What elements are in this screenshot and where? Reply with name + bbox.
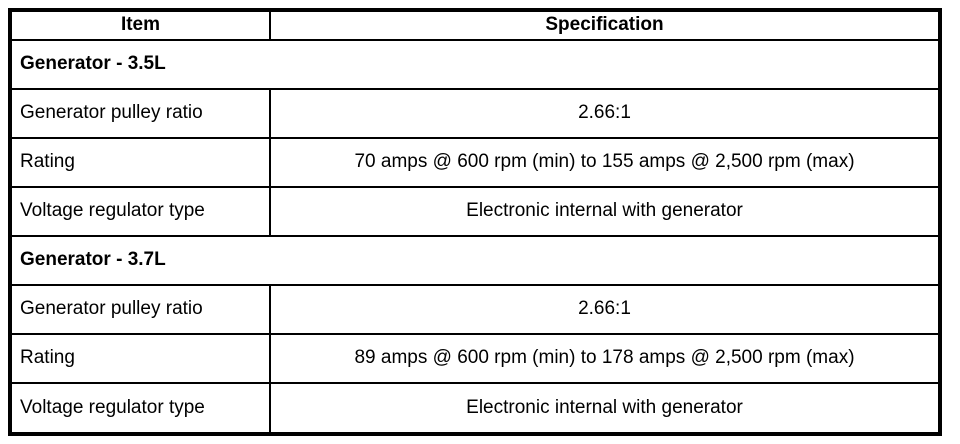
item-cell: Rating xyxy=(9,333,271,385)
table-row: Voltage regulator type Electronic intern… xyxy=(9,382,941,435)
column-header-specification: Specification xyxy=(269,9,941,41)
table-row: Rating 70 amps @ 600 rpm (min) to 155 am… xyxy=(9,136,941,188)
item-cell: Generator pulley ratio xyxy=(9,87,271,139)
spec-cell: 2.66:1 xyxy=(269,284,941,336)
table-row: Voltage regulator type Electronic intern… xyxy=(9,185,941,237)
section-title-generator-3-5l: Generator - 3.5L xyxy=(9,38,941,90)
table-row: Generator pulley ratio 2.66:1 xyxy=(9,284,941,336)
item-cell: Generator pulley ratio xyxy=(9,284,271,336)
spec-cell: 89 amps @ 600 rpm (min) to 178 amps @ 2,… xyxy=(269,333,941,385)
section-header-row-generator-3-5l: Generator - 3.5L xyxy=(9,38,941,90)
section-title-generator-3-7l: Generator - 3.7L xyxy=(9,234,941,287)
table-row: Generator pulley ratio 2.66:1 xyxy=(9,87,941,139)
item-cell: Voltage regulator type xyxy=(9,185,271,237)
spec-cell: 2.66:1 xyxy=(269,87,941,139)
item-cell: Voltage regulator type xyxy=(9,382,271,435)
item-cell: Rating xyxy=(9,136,271,188)
spec-cell: Electronic internal with generator xyxy=(269,185,941,237)
column-header-item: Item xyxy=(9,9,271,41)
spec-cell: Electronic internal with generator xyxy=(269,382,941,435)
table-row: Rating 89 amps @ 600 rpm (min) to 178 am… xyxy=(9,333,941,385)
section-header-row-generator-3-7l: Generator - 3.7L xyxy=(9,234,941,287)
spec-cell: 70 amps @ 600 rpm (min) to 155 amps @ 2,… xyxy=(269,136,941,188)
generator-specifications-table: Item Specification Generator - 3.5L Gene… xyxy=(8,8,942,436)
table-header-row: Item Specification xyxy=(9,9,941,41)
